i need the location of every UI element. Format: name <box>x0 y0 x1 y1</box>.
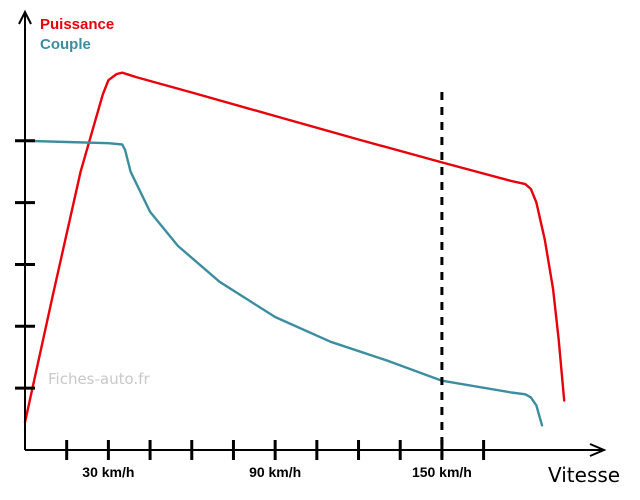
watermark: Fiches-auto.fr <box>48 370 150 388</box>
legend-entry-couple: Couple <box>40 36 91 53</box>
x-tick-label-6: 90 km/h <box>249 464 301 480</box>
x-tick-label-2: 30 km/h <box>82 464 134 480</box>
legend: Puissance Couple <box>40 16 114 53</box>
x-axis-title: Vitesse <box>548 463 620 487</box>
x-axis-arrow <box>589 443 607 457</box>
axes-layer <box>18 9 607 457</box>
series-layer <box>23 71 566 427</box>
series-line-couple <box>23 139 544 427</box>
ticks-layer: 30 km/h 90 km/h 150 km/h <box>15 139 486 480</box>
series-line-puissance <box>23 71 566 424</box>
legend-entry-puissance: Puissance <box>40 16 114 33</box>
x-tick-label-10: 150 km/h <box>412 464 472 480</box>
y-axis-arrow <box>18 9 32 25</box>
